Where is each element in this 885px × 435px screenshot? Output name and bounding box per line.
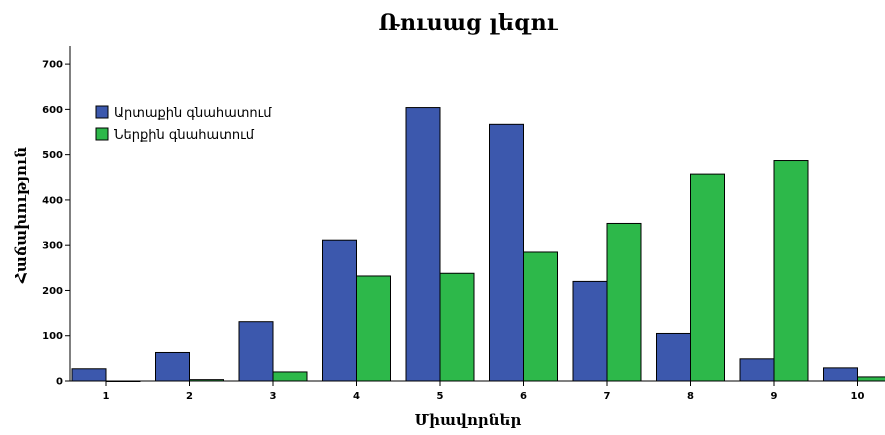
bar-internal-4	[356, 275, 391, 382]
legend: Արտաքին գնահատում Ներքին գնահատում	[95, 105, 272, 143]
x-tick-label-5: 5	[437, 391, 444, 402]
bar-internal-5	[439, 272, 475, 382]
bar-external-4	[322, 239, 357, 382]
x-tick-label-10: 10	[851, 391, 865, 402]
x-tick-label-7: 7	[604, 391, 611, 402]
x-tick-label-1: 1	[103, 391, 110, 402]
y-tick-label-100: 100	[42, 331, 63, 342]
x-tick-label-2: 2	[186, 391, 193, 402]
y-tick-label-700: 700	[42, 60, 63, 71]
y-tick-label-200: 200	[42, 286, 63, 297]
bar-external-7	[572, 280, 608, 382]
y-tick-label-300: 300	[42, 241, 63, 252]
bar-external-1	[71, 368, 107, 382]
x-tick-label-3: 3	[270, 391, 277, 402]
bar-internal-10	[857, 376, 885, 382]
legend-label-external: Արտաքին գնահատում	[114, 106, 272, 121]
bar-external-9	[739, 358, 775, 382]
legend-label-internal: Ներքին գնահատում	[114, 128, 255, 143]
x-tick-label-8: 8	[687, 391, 694, 402]
bar-external-10	[823, 367, 858, 382]
bar-internal-3	[272, 371, 308, 382]
bar-internal-7	[606, 222, 642, 382]
bar-internal-6	[523, 251, 558, 382]
y-tick-label-400: 400	[42, 195, 63, 206]
x-tick-label-6: 6	[520, 391, 527, 402]
chart-title: Ռուսաց լեզու	[379, 10, 559, 36]
bar-external-8	[656, 332, 691, 382]
x-axis-label: Միավորներ	[415, 411, 522, 429]
bar-internal-8	[690, 173, 725, 382]
legend-swatch-internal	[95, 127, 109, 141]
bar-external-2	[155, 351, 190, 382]
bar-external-6	[489, 123, 524, 382]
y-tick-label-600: 600	[42, 105, 63, 116]
y-tick-label-0: 0	[56, 377, 63, 388]
y-axis-label: Հաճախություն	[12, 147, 30, 285]
legend-swatch-external	[95, 105, 109, 119]
y-tick-label-500: 500	[42, 150, 63, 161]
bar-external-5	[405, 107, 441, 382]
x-tick-label-9: 9	[771, 391, 778, 402]
bar-internal-9	[773, 160, 809, 382]
x-tick-label-4: 4	[353, 391, 360, 402]
bar-external-3	[238, 321, 274, 382]
